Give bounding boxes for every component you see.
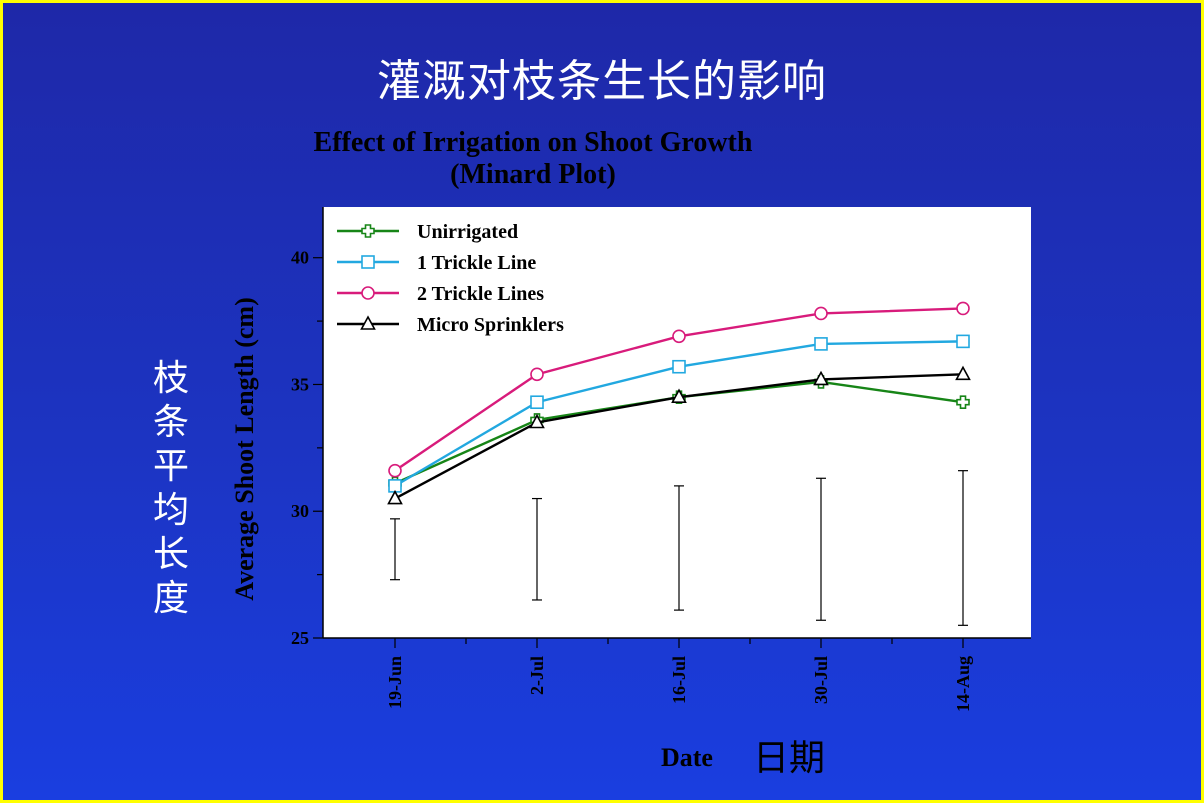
square-marker xyxy=(956,334,970,349)
circle-marker xyxy=(814,306,828,321)
series-2-trickle-lines xyxy=(388,301,970,478)
square-marker xyxy=(672,359,686,374)
plot-area xyxy=(323,207,1031,638)
chart-subtitle: (Minard Plot) xyxy=(450,159,616,190)
series-1-trickle-line xyxy=(388,334,970,493)
triangle-marker xyxy=(671,388,687,403)
circle-marker xyxy=(388,463,402,478)
x-tick-label: 19-Jun xyxy=(385,656,405,709)
x-tick-label: 30-Jul xyxy=(811,656,831,704)
cross-marker xyxy=(361,224,375,238)
chinese-x-axis-label: 日期 xyxy=(753,738,826,779)
circle-marker xyxy=(956,301,970,316)
legend-label: 2 Trickle Lines xyxy=(417,283,544,305)
x-tick-label: 14-Aug xyxy=(953,656,973,712)
square-marker xyxy=(530,395,544,410)
y-axis-title: Average Shoot Length (cm) xyxy=(230,297,259,601)
series-lines xyxy=(387,301,971,505)
cross-marker xyxy=(956,395,970,410)
axes: 25 30 35 40 19-Jun 2-Jul 16-Jul 30-Jul 14-Aug xyxy=(291,207,1031,712)
series-micro-sprinklers xyxy=(387,365,971,505)
y-tick-label: 35 xyxy=(291,374,309,394)
triangle-marker xyxy=(360,315,376,330)
side-label-char: 条 xyxy=(152,402,189,443)
side-label-char: 均 xyxy=(152,490,189,531)
y-tick-label: 40 xyxy=(291,248,309,268)
chart-title-block: Effect of Irrigation on Shoot Growth (Mi… xyxy=(263,127,803,191)
y-tick-label: 30 xyxy=(291,501,309,521)
triangle-marker xyxy=(955,365,971,381)
legend-label: Unirrigated xyxy=(417,221,518,243)
legend: Unirrigated 1 Trickle Line 2 Trickle Lines… xyxy=(337,221,564,336)
side-label-char: 枝 xyxy=(152,358,189,399)
chart-canvas: 25 30 35 40 19-Jun 2-Jul 16-Jul 30-Jul 14-Aug Un… xyxy=(230,207,1031,772)
error-bars xyxy=(390,470,968,626)
slide-background: 灌溉对枝条生长的影响 Effect of Irrigation on Shoot… xyxy=(3,3,1201,800)
legend-label: Micro Sprinklers xyxy=(417,314,564,336)
x-tick-label: 16-Jul xyxy=(669,656,689,704)
slide-title: 灌溉对枝条生长的影响 xyxy=(377,56,827,107)
triangle-marker xyxy=(529,413,545,429)
circle-marker xyxy=(672,329,686,344)
triangle-marker xyxy=(387,489,403,505)
legend-label: 1 Trickle Line xyxy=(417,252,536,274)
x-axis-title: Date xyxy=(661,743,713,772)
side-label-char: 平 xyxy=(152,446,189,487)
square-marker xyxy=(361,255,375,269)
chart-title: Effect of Irrigation on Shoot Growth xyxy=(313,127,753,158)
circle-marker xyxy=(361,286,375,300)
chinese-y-axis-label: 枝 条 平 均 长 度 xyxy=(149,357,193,621)
circle-marker xyxy=(530,367,544,382)
triangle-marker xyxy=(813,370,829,386)
x-tick-label: 2-Jul xyxy=(527,656,547,695)
side-label-char: 长 xyxy=(152,534,189,575)
y-tick-label: 25 xyxy=(291,628,309,648)
square-marker xyxy=(814,337,828,351)
side-label-char: 度 xyxy=(152,578,189,619)
